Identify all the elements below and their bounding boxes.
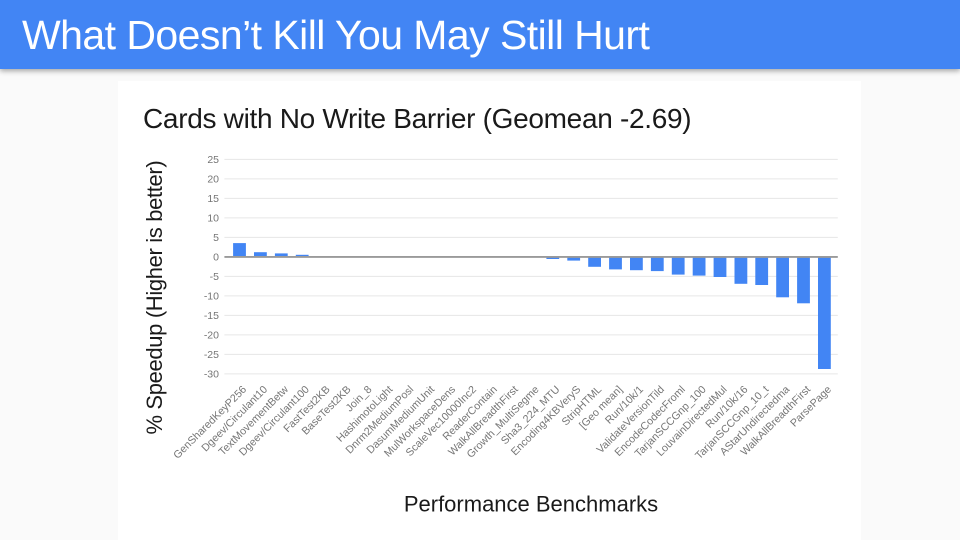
svg-text:15: 15 bbox=[207, 193, 219, 205]
svg-text:10: 10 bbox=[207, 213, 219, 225]
svg-text:5: 5 bbox=[213, 232, 219, 244]
svg-text:-25: -25 bbox=[204, 349, 219, 361]
svg-text:Performance Benchmarks: Performance Benchmarks bbox=[404, 491, 658, 516]
svg-text:-15: -15 bbox=[204, 310, 219, 322]
svg-text:-30: -30 bbox=[204, 369, 219, 381]
svg-text:25: 25 bbox=[207, 154, 219, 166]
svg-text:Cards with No Write Barrier (G: Cards with No Write Barrier (Geomean -2.… bbox=[143, 103, 691, 134]
svg-text:% Speedup (Higher is better): % Speedup (Higher is better) bbox=[142, 161, 167, 435]
svg-text:-20: -20 bbox=[204, 330, 219, 342]
svg-text:0: 0 bbox=[213, 252, 219, 264]
svg-text:-10: -10 bbox=[204, 291, 219, 303]
svg-text:20: 20 bbox=[207, 174, 219, 186]
svg-text:-5: -5 bbox=[210, 271, 219, 283]
